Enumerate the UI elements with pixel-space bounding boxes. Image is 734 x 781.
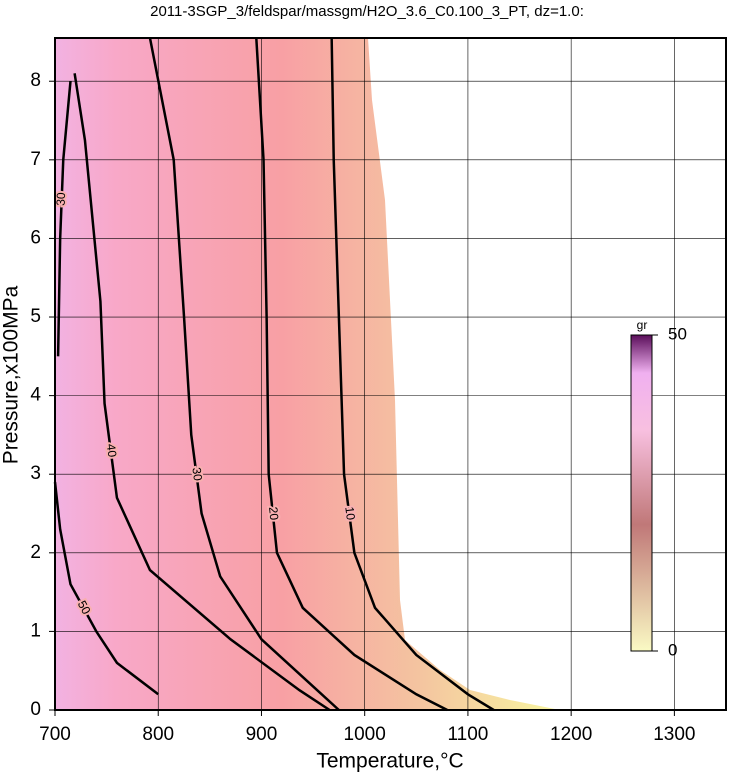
x-tick-label: 800: [142, 724, 174, 745]
y-tick-label: 1: [30, 620, 41, 641]
x-tick-label: 700: [39, 724, 71, 745]
contour-line: [73, 73, 331, 712]
colorbar-tick-label: 0: [668, 640, 677, 659]
y-axis-label: Pressure,x100MPa: [0, 285, 23, 464]
contour-label: 20: [266, 506, 281, 521]
x-tick-label: 1200: [550, 724, 592, 745]
chart-title: 2011-3SGP_3/feldspar/massgm/H2O_3.6_C0.1…: [150, 3, 584, 20]
colorbar: [630, 334, 653, 652]
contour-label: 40: [104, 443, 120, 458]
x-axis-label: Temperature,°C: [316, 750, 463, 773]
x-tick-label: 1100: [447, 724, 488, 745]
y-tick-label: 7: [30, 149, 41, 170]
x-tick-label: 1000: [344, 724, 386, 745]
x-tick-label: 1300: [653, 724, 695, 745]
y-tick-label: 2: [30, 542, 41, 563]
frame: [54, 37, 727, 711]
y-tick-label: 3: [30, 463, 41, 484]
colorbar-label: gr: [637, 318, 648, 332]
contour-line: [148, 37, 340, 711]
contour-line: [53, 481, 159, 696]
y-tick-label: 0: [30, 699, 41, 720]
field-fill: [55, 38, 560, 710]
contour-line: [255, 37, 448, 712]
colorbar-tick-label: 50: [668, 324, 687, 343]
contour-label: 10: [342, 506, 358, 521]
contour-line: [56, 81, 72, 357]
y-tick-label: 6: [30, 227, 41, 248]
x-tick-label: 900: [246, 724, 278, 745]
y-tick-label: 8: [30, 70, 41, 91]
plot-area: 10 20 30 40 30 50: [52, 37, 726, 712]
contour-label: 30: [54, 192, 69, 206]
contour-label: 30: [189, 467, 205, 482]
y-tick-label: 5: [30, 306, 41, 327]
contour-line: [330, 37, 495, 712]
y-tick-label: 4: [30, 385, 41, 406]
